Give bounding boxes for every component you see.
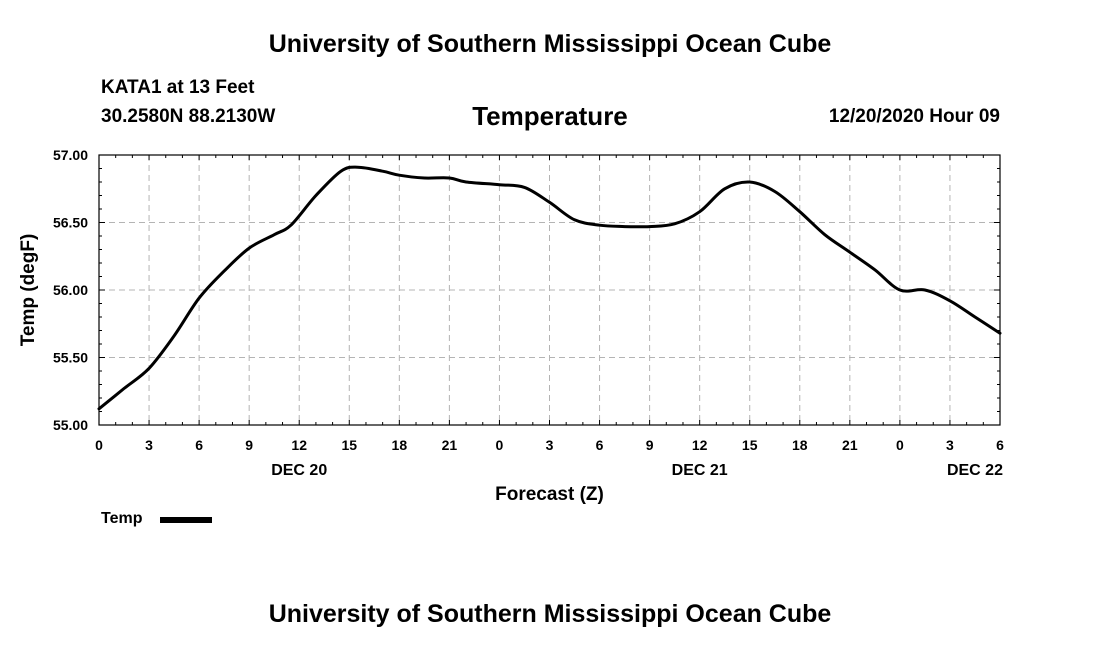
- y-tick-label: 56.00: [53, 282, 88, 298]
- x-tick-label: 3: [145, 437, 153, 453]
- x-tick-label: 0: [896, 437, 904, 453]
- x-tick-label: 3: [946, 437, 954, 453]
- series-layer: [97, 165, 1002, 411]
- x-axis-label: Forecast (Z): [495, 484, 604, 505]
- y-tick-label: 55.00: [53, 417, 88, 433]
- legend-label-temp: Temp: [101, 510, 143, 527]
- x-tick-label: 21: [842, 437, 858, 453]
- x-tick-label: 6: [996, 437, 1004, 453]
- x-tick-label: 3: [546, 437, 554, 453]
- legend-swatch-temp: [160, 517, 212, 523]
- y-tick-label: 57.00: [53, 147, 88, 163]
- x-tick-label: 9: [245, 437, 253, 453]
- bottom-title: University of Southern Mississippi Ocean…: [268, 600, 832, 628]
- y-axis-label: Temp (degF): [18, 234, 39, 347]
- grid: [99, 155, 1000, 425]
- y-tick-label: 56.50: [53, 215, 88, 231]
- series-line-temp: [97, 165, 1002, 411]
- x-tick-label: 6: [596, 437, 604, 453]
- top-title: University of Southern Mississippi Ocean…: [268, 30, 832, 58]
- x-tick-label: 6: [195, 437, 203, 453]
- x-tick-label: 15: [341, 437, 357, 453]
- x-tick-label: 18: [792, 437, 808, 453]
- y-tick-label: 55.50: [53, 350, 88, 366]
- x-tick-label: 9: [646, 437, 654, 453]
- x-tick-label: 15: [742, 437, 758, 453]
- station-coordinates: 30.2580N 88.2130W: [101, 106, 276, 127]
- x-tick-label: 21: [442, 437, 458, 453]
- chart-title: Temperature: [472, 101, 628, 131]
- day-label: DEC 20: [271, 462, 327, 479]
- x-tick-label: 12: [692, 437, 708, 453]
- station-name: KATA1 at 13 Feet: [101, 77, 255, 98]
- day-label: DEC 22: [947, 462, 1003, 479]
- x-tick-label: 0: [496, 437, 504, 453]
- x-tick-label: 18: [392, 437, 408, 453]
- plot-frame: [98, 154, 1001, 426]
- forecast-date: 12/20/2020 Hour 09: [828, 106, 1000, 127]
- x-tick-label: 0: [95, 437, 103, 453]
- axis-labels: 0 3 6 9 12 15 18 21 0 3 6 9 12 15 18 21 0 3 6 55.00 55.50 56.…: [18, 147, 1004, 505]
- day-label: DEC 21: [672, 462, 728, 479]
- x-tick-label: 12: [291, 437, 307, 453]
